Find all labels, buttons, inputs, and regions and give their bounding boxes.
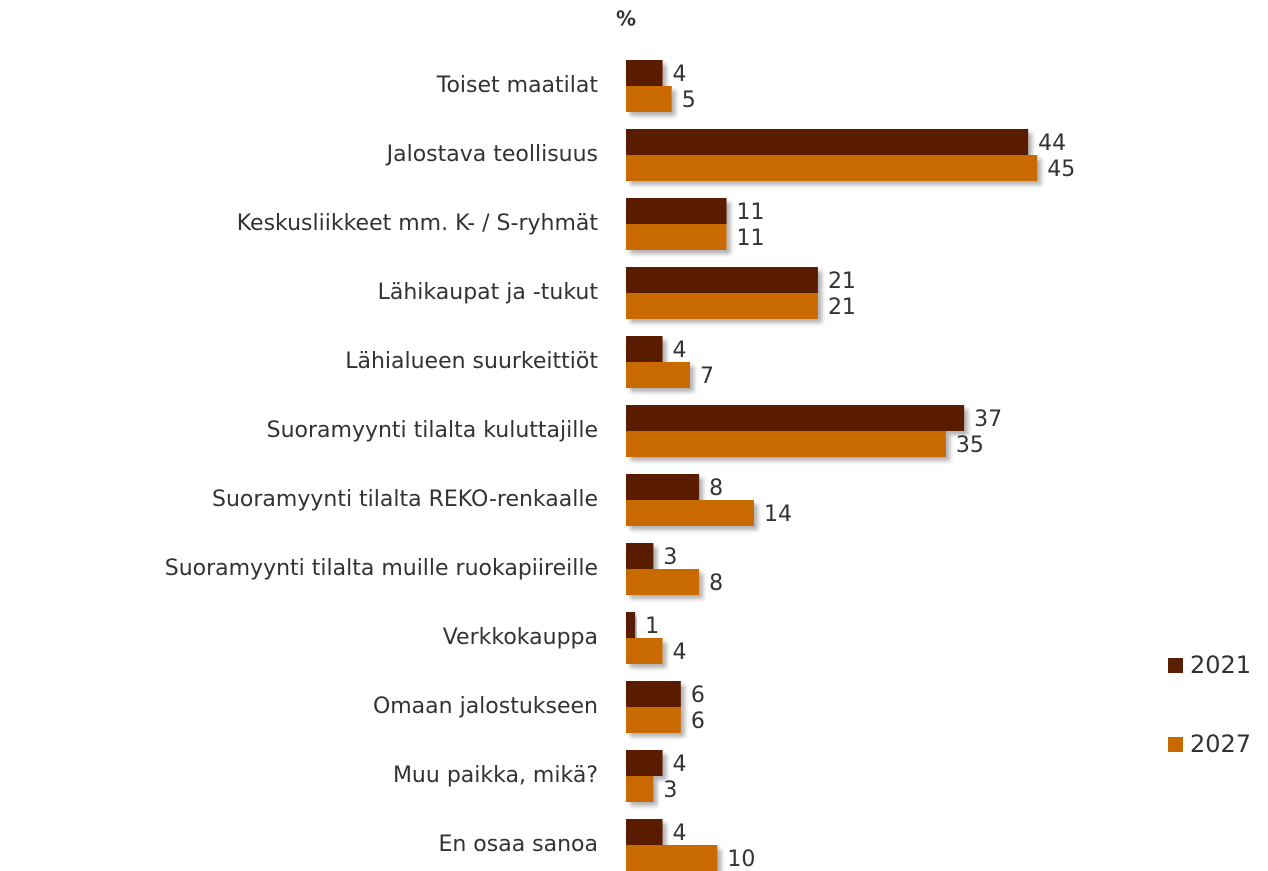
- bar: [626, 707, 681, 733]
- legend-swatch: [1168, 658, 1183, 673]
- category-label: Keskusliikkeet mm. K- / S-ryhmät: [237, 211, 599, 236]
- value-label: 11: [737, 226, 765, 251]
- bar: [626, 681, 681, 707]
- value-label: 14: [764, 502, 792, 527]
- bar: [626, 293, 818, 319]
- value-label: 37: [974, 407, 1002, 432]
- bar: [626, 267, 818, 293]
- bar: [626, 431, 946, 457]
- category-label: Suoramyynti tilalta muille ruokapiireill…: [165, 556, 598, 581]
- value-label: 35: [956, 433, 984, 458]
- value-label: 4: [673, 338, 687, 363]
- bar: [626, 60, 663, 86]
- bar: [626, 155, 1038, 181]
- value-label: 5: [682, 88, 696, 113]
- category-label: Suoramyynti tilalta kuluttajille: [267, 418, 598, 443]
- category-label: Toiset maatilat: [436, 73, 599, 98]
- legend-label: 2021: [1190, 651, 1251, 679]
- bar: [626, 129, 1029, 155]
- bar: [626, 500, 754, 526]
- category-label: Jalostava teollisuus: [385, 142, 598, 167]
- value-label: 45: [1047, 157, 1075, 182]
- value-label: 6: [691, 709, 705, 734]
- value-label: 8: [709, 571, 723, 596]
- category-label: Lähikaupat ja -tukut: [378, 280, 599, 305]
- bar: [626, 336, 663, 362]
- bar: [626, 845, 718, 871]
- bar: [626, 86, 672, 112]
- value-label: 3: [663, 545, 677, 570]
- bar: [626, 750, 663, 776]
- category-label: Muu paikka, mikä?: [393, 763, 598, 788]
- category-label: Suoramyynti tilalta REKO-renkaalle: [212, 487, 598, 512]
- value-label: 10: [727, 847, 755, 871]
- bar: [626, 224, 727, 250]
- category-label: En osaa sanoa: [438, 832, 598, 857]
- bar: [626, 638, 663, 664]
- value-label: 6: [691, 683, 705, 708]
- value-label: 21: [828, 269, 856, 294]
- legend-label: 2027: [1190, 730, 1251, 758]
- value-label: 7: [700, 364, 714, 389]
- unit-label: %: [616, 7, 636, 31]
- value-label: 4: [673, 752, 687, 777]
- bar: [626, 362, 690, 388]
- category-label: Verkkokauppa: [443, 625, 598, 650]
- bar: [626, 776, 654, 802]
- category-label: Lähialueen suurkeittiöt: [345, 349, 598, 374]
- value-label: 21: [828, 295, 856, 320]
- value-label: 1: [645, 614, 659, 639]
- bar: [626, 198, 727, 224]
- value-label: 4: [673, 62, 687, 87]
- bar: [626, 612, 636, 638]
- bar: [626, 569, 700, 595]
- legend-swatch: [1168, 737, 1183, 752]
- bar: [626, 819, 663, 845]
- value-label: 4: [673, 640, 687, 665]
- bar: [626, 474, 700, 500]
- bar: [626, 543, 654, 569]
- value-label: 11: [737, 200, 765, 225]
- category-label: Omaan jalostukseen: [373, 694, 598, 719]
- bar: [626, 405, 965, 431]
- value-label: 44: [1038, 131, 1066, 156]
- value-label: 3: [663, 778, 677, 803]
- value-label: 4: [673, 821, 687, 846]
- value-label: 8: [709, 476, 723, 501]
